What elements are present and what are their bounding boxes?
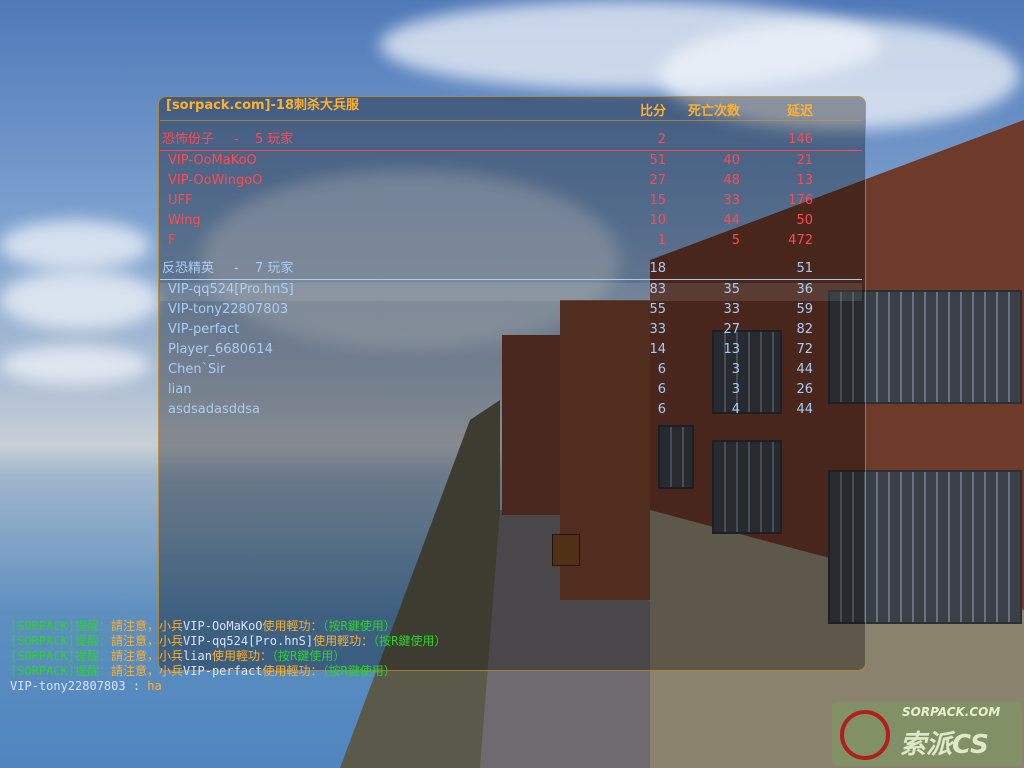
player-score: 27 — [649, 173, 666, 188]
player-deaths: 3 — [731, 362, 740, 377]
player-score: 10 — [649, 213, 666, 228]
team-latency: 146 — [788, 132, 813, 147]
player-name: F — [168, 233, 176, 248]
player-deaths: 33 — [723, 302, 740, 317]
player-deaths: 33 — [723, 193, 740, 208]
player-deaths: 3 — [731, 382, 740, 397]
player-score: 33 — [649, 322, 666, 337]
server-title: [sorpack.com]-18刺杀大兵服 — [166, 98, 360, 113]
player-score: 14 — [649, 342, 666, 357]
chat-message: VIP-tony22807803 : ha — [10, 679, 162, 693]
column-score: 比分 — [639, 104, 666, 119]
team-divider — [160, 279, 862, 280]
player-name: Wing — [168, 213, 201, 228]
player-score: 51 — [649, 153, 666, 168]
player-score: 83 — [649, 282, 666, 297]
crate — [552, 534, 580, 566]
player-name: Chen`Sir — [168, 362, 226, 377]
player-score: 55 — [649, 302, 666, 317]
player-latency: 176 — [788, 193, 813, 208]
player-name: Player_6680614 — [168, 342, 273, 357]
chat-notice: [SORPACK]提醒：請注意，小兵VIP-perfact使用輕功：（按R鍵使用… — [10, 664, 396, 678]
player-latency: 72 — [796, 342, 813, 357]
team-sep: - — [234, 132, 239, 147]
player-name: lian — [168, 382, 192, 397]
player-latency: 59 — [796, 302, 813, 317]
team-score: 18 — [649, 261, 666, 276]
player-latency: 472 — [788, 233, 813, 248]
player-deaths: 35 — [723, 282, 740, 297]
window — [712, 440, 782, 534]
window — [828, 290, 1022, 404]
team-score: 2 — [657, 132, 666, 147]
player-name: asdsadasddsa — [168, 402, 260, 417]
scoreboard-panel — [158, 96, 866, 671]
player-latency: 82 — [796, 322, 813, 337]
team-divider — [160, 150, 862, 151]
player-deaths: 27 — [723, 322, 740, 337]
player-latency: 36 — [796, 282, 813, 297]
player-deaths: 44 — [723, 213, 740, 228]
team-latency: 51 — [796, 261, 813, 276]
player-latency: 44 — [796, 362, 813, 377]
team-name: 反恐精英 — [162, 261, 215, 276]
player-deaths: 4 — [731, 402, 740, 417]
team-sep: - — [234, 261, 239, 276]
column-latency: 延迟 — [786, 104, 813, 119]
chat-notice: [SORPACK]提醒：請注意，小兵VIP-qq524[Pro.hnS]使用輕功… — [10, 634, 447, 648]
player-name: VIP-qq524[Pro.hnS] — [168, 282, 294, 297]
player-name: VIP-OoMaKoO — [168, 153, 257, 168]
player-latency: 50 — [796, 213, 813, 228]
player-score: 6 — [657, 402, 666, 417]
player-name: VIP-OoWingoO — [168, 173, 263, 188]
player-score: 15 — [649, 193, 666, 208]
player-latency: 13 — [796, 173, 813, 188]
logo-ring-icon — [840, 710, 890, 760]
chat-notice: [SORPACK]提醒：請注意，小兵VIP-OoMaKoO使用輕功：（按R鍵使用… — [10, 619, 396, 633]
player-deaths: 13 — [723, 342, 740, 357]
player-name: UFF — [168, 193, 193, 208]
window — [658, 425, 694, 489]
brick-tower — [502, 335, 562, 515]
window — [712, 330, 782, 414]
team-name: 恐怖份子 — [162, 132, 215, 147]
player-latency: 44 — [796, 402, 813, 417]
window — [828, 470, 1022, 624]
row-highlight — [160, 283, 862, 301]
player-deaths: 40 — [723, 153, 740, 168]
player-latency: 26 — [796, 382, 813, 397]
sorpack-watermark-logo: SORPACK.COM 索派CS — [832, 702, 1022, 766]
team-player-count: 7 玩家 — [255, 261, 294, 276]
column-deaths: 死亡次数 — [688, 104, 741, 119]
chat-notice: [SORPACK]提醒：請注意，小兵lian使用輕功：（按R鍵使用） — [10, 649, 346, 663]
player-latency: 21 — [796, 153, 813, 168]
player-score: 1 — [657, 233, 666, 248]
player-name: VIP-perfact — [168, 322, 240, 337]
team-player-count: 5 玩家 — [255, 132, 294, 147]
player-deaths: 5 — [731, 233, 740, 248]
player-deaths: 48 — [723, 173, 740, 188]
player-name: VIP-tony22807803 — [168, 302, 289, 317]
player-score: 6 — [657, 362, 666, 377]
player-score: 6 — [657, 382, 666, 397]
header-divider — [160, 120, 862, 121]
